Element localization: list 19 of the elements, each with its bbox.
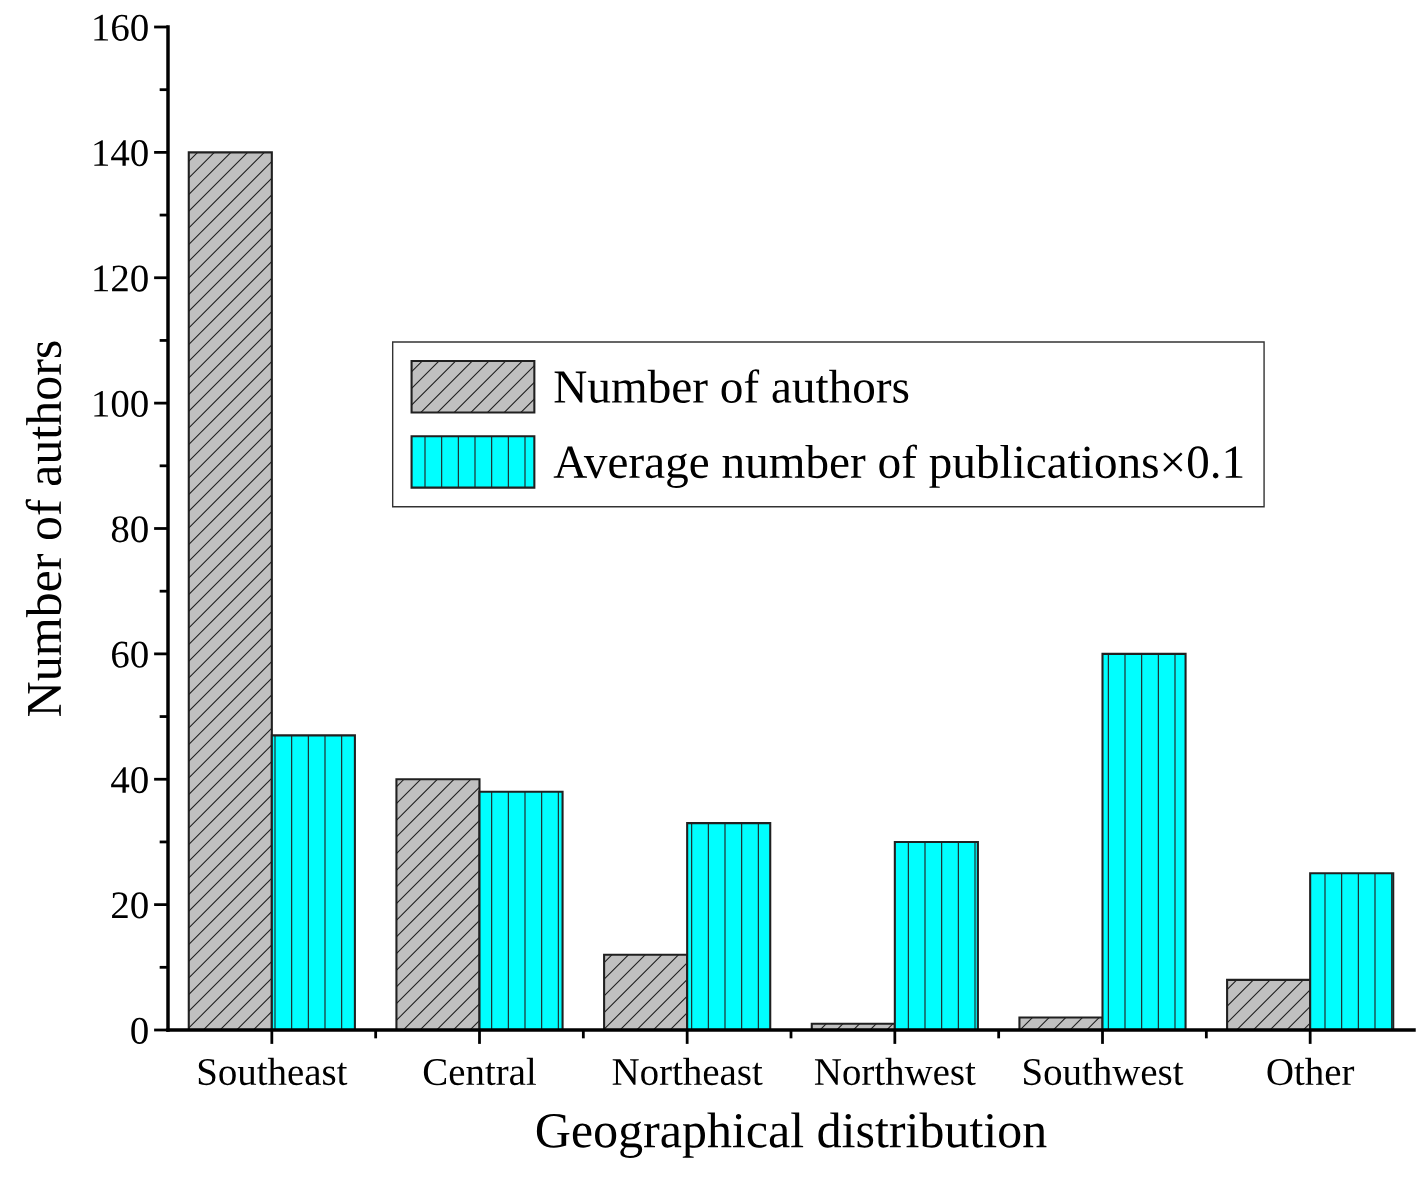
y-tick-label: 140 — [94, 140, 148, 167]
y-tick-label: 100 — [94, 390, 148, 417]
x-tick-label: Central — [423, 1057, 536, 1086]
y-tick-label: 80 — [111, 516, 148, 543]
x-tick-label: Other — [1267, 1057, 1355, 1086]
y-tick-label: 40 — [111, 766, 148, 794]
x-axis-title: Geographical distribution — [536, 1112, 1047, 1158]
y-tick-label: 20 — [112, 892, 148, 919]
x-tick-label: Northwest — [814, 1057, 976, 1086]
legend-label: Number of authors — [554, 369, 909, 403]
x-tick-label: Southwest — [1024, 1057, 1184, 1086]
y-tick-label: 160 — [94, 14, 148, 41]
y-axis-title: Number of authors — [25, 341, 62, 716]
y-tick-label: 60 — [112, 641, 148, 668]
x-tick-label: Northeast — [612, 1057, 763, 1086]
y-tick-label: 0 — [131, 1017, 148, 1044]
x-tick-label: Southeast — [198, 1057, 348, 1086]
y-tick-label: 120 — [94, 265, 148, 292]
legend-label: Average number of publications×0.1 — [553, 444, 1243, 488]
